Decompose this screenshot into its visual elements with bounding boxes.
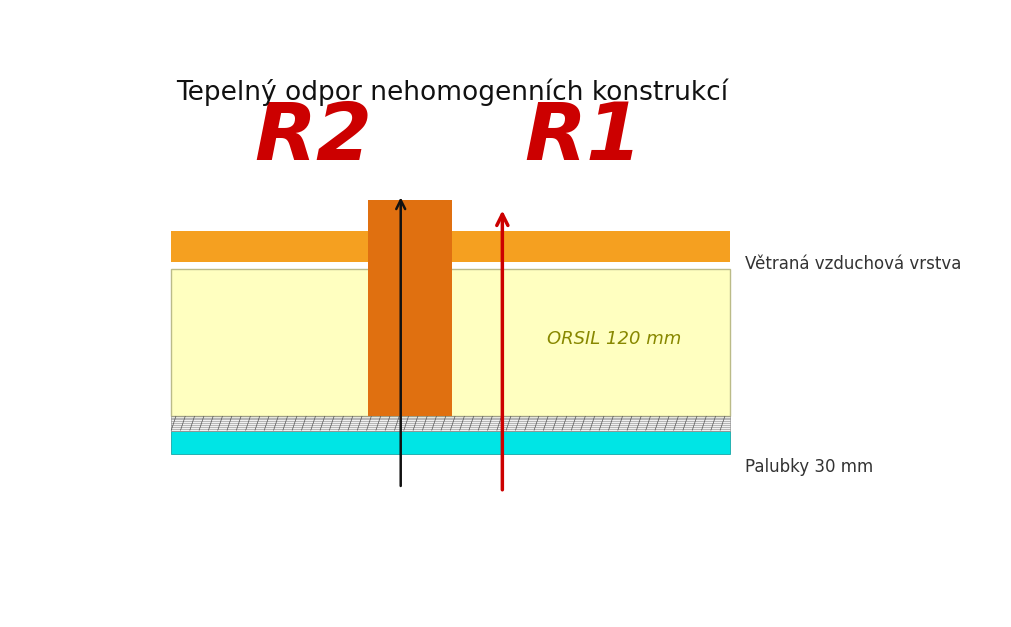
Bar	[171, 269, 730, 416]
Text: Větraná vzduchová vrstva: Větraná vzduchová vrstva	[745, 255, 961, 273]
Bar	[171, 231, 730, 261]
Bar	[368, 200, 452, 416]
Text: R2: R2	[255, 100, 373, 177]
Text: Tepelný odpor nehomogenních konstrukcí: Tepelný odpor nehomogenních konstrukcí	[176, 78, 728, 106]
Text: Palubky 30 mm: Palubky 30 mm	[745, 458, 874, 476]
Bar	[171, 431, 730, 454]
Text: R1: R1	[524, 100, 642, 177]
Text: ORSIL 120 mm: ORSIL 120 mm	[547, 330, 681, 347]
Bar	[368, 231, 452, 261]
Bar	[171, 416, 730, 431]
